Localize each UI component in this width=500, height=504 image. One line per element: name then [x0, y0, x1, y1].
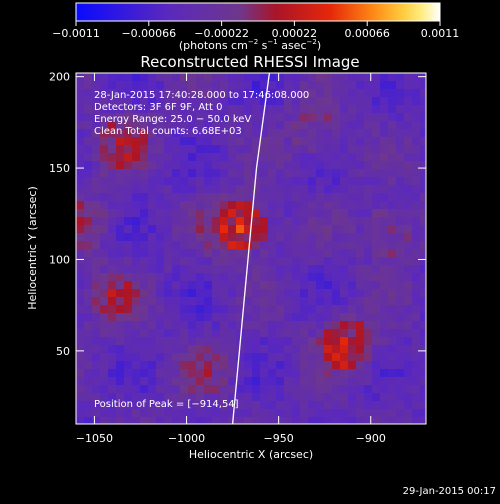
y-tick-label: 200	[49, 71, 70, 84]
colorbar-ticks: −0.0011 −0.00066 −0.00022 0.00022 0.00066 0.0…	[52, 21, 459, 40]
annotation-block: 28-Jan-2015 17:40:28.000 to 17:46:08.000…	[94, 90, 309, 137]
colorbar-unit-label: (photons cm−2 s−1 asec−2)	[179, 38, 321, 52]
colorbar-tick-label: 0.00066	[344, 27, 390, 40]
colorbar-gradient	[75, 2, 441, 22]
y-axis-label: Heliocentric Y (arcsec)	[26, 186, 39, 310]
annotation-peak-position: Position of Peak = [−914,54]	[94, 399, 239, 410]
y-tick-label: 50	[56, 345, 70, 358]
annotation-time-range: 28-Jan-2015 17:40:28.000 to 17:46:08.000	[94, 90, 309, 101]
x-axis-label: Heliocentric X (arcsec)	[189, 448, 313, 461]
chart-title: Reconstructed RHESSI Image	[140, 53, 359, 71]
y-tick-label: 150	[49, 162, 70, 175]
annotation-energy-range: Energy Range: 25.0 − 50.0 keV	[94, 114, 251, 125]
colorbar-tick-label: −0.00022	[194, 27, 249, 40]
x-tick-label: −1000	[168, 432, 205, 445]
annotation-detectors: Detectors: 3F 6F 9F, Att 0	[94, 102, 222, 113]
annotation-counts: Clean Total counts: 6.68E+03	[94, 126, 242, 137]
colorbar-tick-label: 0.00022	[272, 27, 318, 40]
x-tick-label: −1050	[76, 432, 113, 445]
colorbar-tick-label: 0.0011	[421, 27, 460, 40]
heatmap-image	[76, 73, 426, 424]
solar-limb-line	[231, 73, 271, 424]
plot-frame	[75, 72, 427, 425]
x-tick-label: −900	[356, 432, 386, 445]
footer-timestamp: 29-Jan-2015 00:17	[403, 486, 496, 497]
colorbar: −0.0011 −0.00066 −0.00022 0.00022 0.00066 0.0…	[52, 2, 459, 52]
axes-ticks: −1050 −1000 −950 −900 50 100 150 200	[49, 71, 426, 445]
colorbar-tick-label: −0.00066	[121, 27, 176, 40]
x-tick-label: −950	[264, 432, 294, 445]
y-tick-label: 100	[49, 253, 70, 266]
colorbar-tick-label: −0.0011	[52, 27, 100, 40]
